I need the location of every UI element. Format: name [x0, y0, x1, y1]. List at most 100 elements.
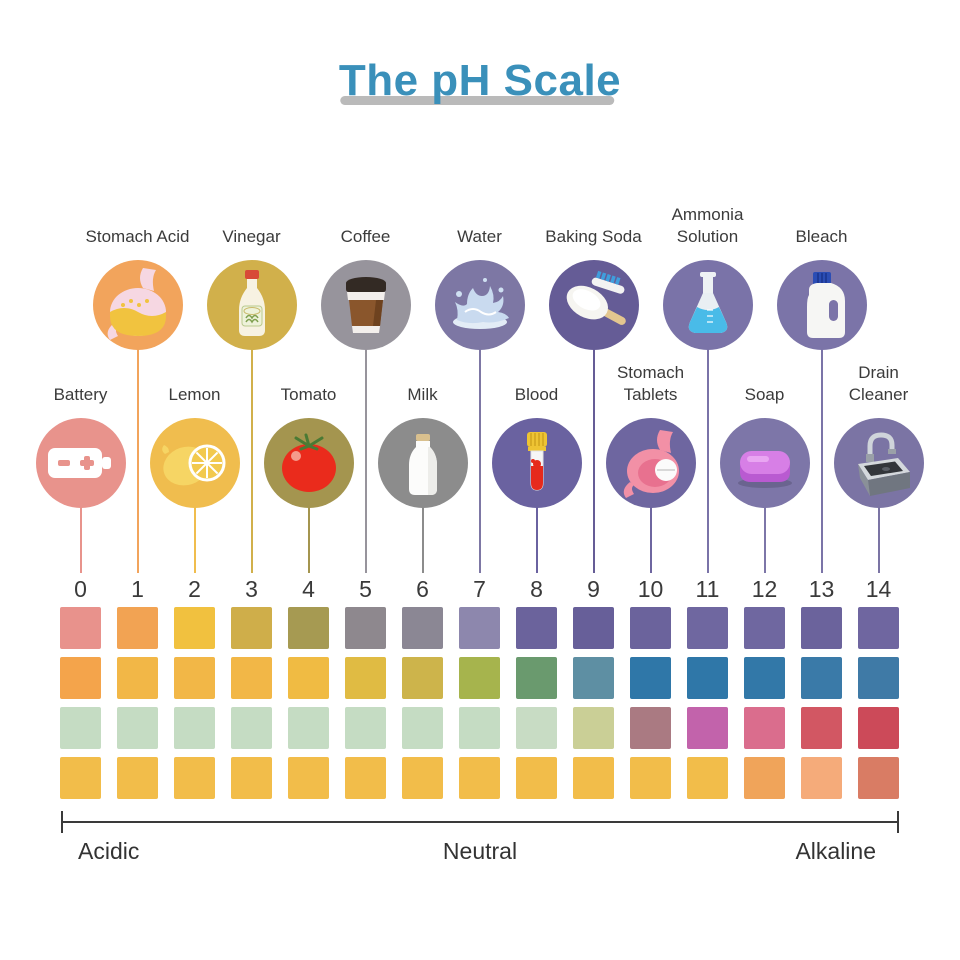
strip-row-2-ph14-swatch	[858, 657, 899, 699]
strip-row-3-ph9-swatch	[573, 707, 614, 749]
strip-row-2-ph0-swatch	[60, 657, 101, 699]
strip-row-4-ph9-swatch	[573, 757, 614, 799]
strip-row-1-ph8-swatch	[516, 607, 557, 649]
connector-line-ph6	[421, 506, 424, 573]
item-label-line: Tablets	[623, 385, 678, 404]
stomach-acid-icon	[93, 260, 183, 350]
stomach-tablets-icon	[606, 418, 696, 508]
item-label-line: Stomach Acid	[85, 227, 190, 246]
strip-row-2-ph5-swatch	[345, 657, 386, 699]
water-icon	[435, 260, 525, 350]
axis-bracket-line	[61, 821, 899, 823]
strip-row-1-ph5-swatch	[345, 607, 386, 649]
item-label-line: Cleaner	[848, 385, 909, 404]
item-label-water: Water	[405, 226, 555, 248]
item-circle-ammonia-flask	[662, 260, 753, 350]
ph-number-9: 9	[587, 576, 600, 602]
strip-row-4-ph2-swatch	[174, 757, 215, 799]
strip-row-2-ph2-swatch	[174, 657, 215, 699]
bleach-icon	[777, 260, 867, 350]
ph-number-4: 4	[302, 576, 315, 602]
strip-row-4-ph12-swatch	[744, 757, 785, 799]
item-label-stomach-acid: Stomach Acid	[63, 226, 213, 248]
connector-line-ph0	[79, 506, 82, 573]
item-circle-drain-cleaner	[833, 418, 924, 508]
strip-row-4-ph3-swatch	[231, 757, 272, 799]
strip-row-4-ph7-swatch	[459, 757, 500, 799]
vinegar-icon	[207, 260, 297, 350]
item-label-line: Tomato	[280, 385, 337, 404]
item-circle-stomach-tablets	[605, 418, 696, 508]
item-label-stomach-tablets: Stomach Tablets	[576, 362, 726, 406]
item-circle-coffee	[320, 260, 411, 350]
strip-row-3-ph8-swatch	[516, 707, 557, 749]
connector-line-ph7	[478, 348, 481, 573]
connector-line-ph4	[307, 506, 310, 573]
connector-line-ph1	[136, 348, 139, 573]
item-circle-water	[434, 260, 525, 350]
item-label-tomato: Tomato	[234, 384, 384, 406]
drain-cleaner-icon	[834, 418, 924, 508]
axis-bracket-tick-left	[61, 811, 63, 833]
item-label-lemon: Lemon	[120, 384, 270, 406]
connector-line-ph14	[877, 506, 880, 573]
connector-line-ph9	[592, 348, 595, 573]
item-label-line: Drain	[858, 363, 899, 382]
strip-row-2-ph11-swatch	[687, 657, 728, 699]
strip-row-1-ph14-swatch	[858, 607, 899, 649]
strip-row-2-ph13-swatch	[801, 657, 842, 699]
strip-row-3-ph6-swatch	[402, 707, 443, 749]
strip-row-1-ph1-swatch	[117, 607, 158, 649]
item-label-line: Stomach	[616, 363, 685, 382]
strip-row-1-ph4-swatch	[288, 607, 329, 649]
strip-row-1-ph10-swatch	[630, 607, 671, 649]
strip-row-3-ph3-swatch	[231, 707, 272, 749]
strip-row-2-ph8-swatch	[516, 657, 557, 699]
ph-number-1: 1	[131, 576, 144, 602]
item-circle-stomach-acid	[92, 260, 183, 350]
strip-row-3-ph1-swatch	[117, 707, 158, 749]
item-circle-tomato	[263, 418, 354, 508]
strip-row-3-ph10-swatch	[630, 707, 671, 749]
item-label-line: Battery	[53, 385, 108, 404]
strip-row-4-ph0-swatch	[60, 757, 101, 799]
strip-row-3-ph0-swatch	[60, 707, 101, 749]
item-label-baking-soda: Baking Soda	[519, 226, 669, 248]
axis-bracket-tick-right	[897, 811, 899, 833]
item-label-bleach: Bleach	[747, 226, 897, 248]
strip-row-3-ph14-swatch	[858, 707, 899, 749]
ph-number-14: 14	[865, 576, 892, 602]
strip-row-1-ph13-swatch	[801, 607, 842, 649]
strip-row-3-ph7-swatch	[459, 707, 500, 749]
item-label-coffee: Coffee	[291, 226, 441, 248]
ph-number-10: 10	[637, 576, 664, 602]
strip-row-4-ph13-swatch	[801, 757, 842, 799]
axis-label-neutral: Neutral	[442, 838, 518, 864]
item-circle-milk	[377, 418, 468, 508]
strip-row-2-ph7-swatch	[459, 657, 500, 699]
item-label-blood: Blood	[462, 384, 612, 406]
strip-row-4-ph10-swatch	[630, 757, 671, 799]
strip-row-2-ph3-swatch	[231, 657, 272, 699]
ph-number-11: 11	[695, 576, 720, 602]
strip-row-4-ph14-swatch	[858, 757, 899, 799]
item-label-line: Milk	[407, 385, 438, 404]
strip-row-1-ph9-swatch	[573, 607, 614, 649]
item-label-line: Lemon	[168, 385, 221, 404]
item-label-line: Solution	[676, 227, 739, 246]
battery-icon	[36, 418, 126, 508]
strip-row-1-ph2-swatch	[174, 607, 215, 649]
item-circle-lemon	[149, 418, 240, 508]
item-label-line: Bleach	[795, 227, 848, 246]
item-label-milk: Milk	[348, 384, 498, 406]
strip-row-4-ph5-swatch	[345, 757, 386, 799]
tomato-icon	[264, 418, 354, 508]
strip-row-3-ph11-swatch	[687, 707, 728, 749]
soap-icon	[720, 418, 810, 508]
item-label-line: Soap	[744, 385, 785, 404]
strip-row-3-ph13-swatch	[801, 707, 842, 749]
connector-line-ph13	[820, 348, 823, 573]
strip-row-1-ph12-swatch	[744, 607, 785, 649]
connector-line-ph2	[193, 506, 196, 573]
item-label-battery: Battery	[6, 384, 156, 406]
